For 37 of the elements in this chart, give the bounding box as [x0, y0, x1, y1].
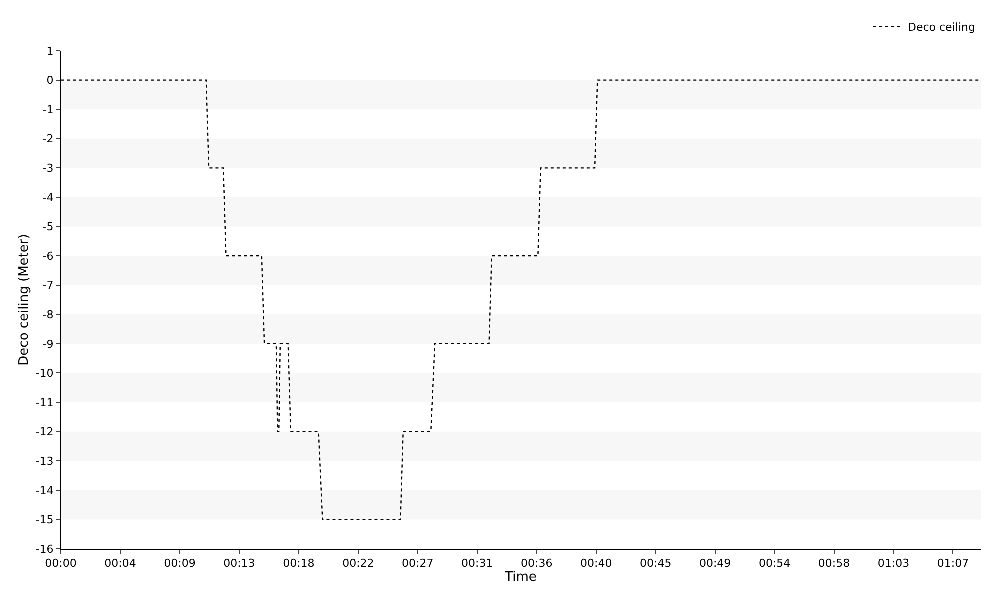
x-tick-label: 00:27: [402, 557, 434, 570]
x-tick-label: 00:45: [640, 557, 672, 570]
legend-label: Deco ceiling: [908, 20, 976, 34]
y-tick-label: -8: [42, 308, 54, 322]
y-tick-label: -3: [42, 162, 54, 176]
x-tick-label: 00:13: [224, 557, 256, 570]
y-tick-label: -7: [42, 279, 54, 292]
x-tick-label: 00:18: [283, 557, 315, 570]
y-tick-label: -2: [42, 132, 54, 146]
y-axis-title: Deco ceiling (Meter): [16, 234, 32, 366]
x-axis-title: Time: [504, 570, 537, 586]
y-tick-label: 0: [46, 74, 54, 88]
y-tick-label: -13: [36, 454, 54, 468]
y-tick-label: -4: [42, 191, 54, 204]
x-tick-label: 00:09: [164, 557, 196, 570]
x-tick-label: 00:22: [342, 557, 374, 570]
x-tick-label: 01:07: [937, 557, 970, 570]
x-tick-label: 00:58: [818, 557, 850, 570]
y-tick-label: -14: [36, 484, 54, 498]
x-tick-label: 00:00: [45, 557, 77, 570]
y-tick-label: -15: [36, 514, 54, 527]
x-tick-label: 00:49: [699, 557, 732, 570]
x-tick-label: 00:04: [104, 557, 136, 570]
x-tick-label: 00:40: [580, 557, 612, 570]
y-tick-label: 1: [46, 44, 54, 58]
y-tick-label: -11: [36, 396, 54, 410]
x-tick-label: 01:03: [878, 557, 910, 570]
y-tick-label: -6: [42, 250, 54, 263]
y-tick-label: -12: [36, 426, 54, 439]
x-tick-label: 00:31: [462, 557, 494, 570]
y-tick-label: -16: [36, 542, 54, 556]
x-tick-label: 00:54: [758, 557, 791, 570]
y-tick-label: -10: [36, 367, 54, 380]
y-tick-label: -1: [42, 103, 54, 116]
y-tick-label: -9: [42, 338, 54, 351]
y-tick-label: -5: [42, 220, 54, 234]
x-tick-label: 00:36: [521, 557, 553, 570]
